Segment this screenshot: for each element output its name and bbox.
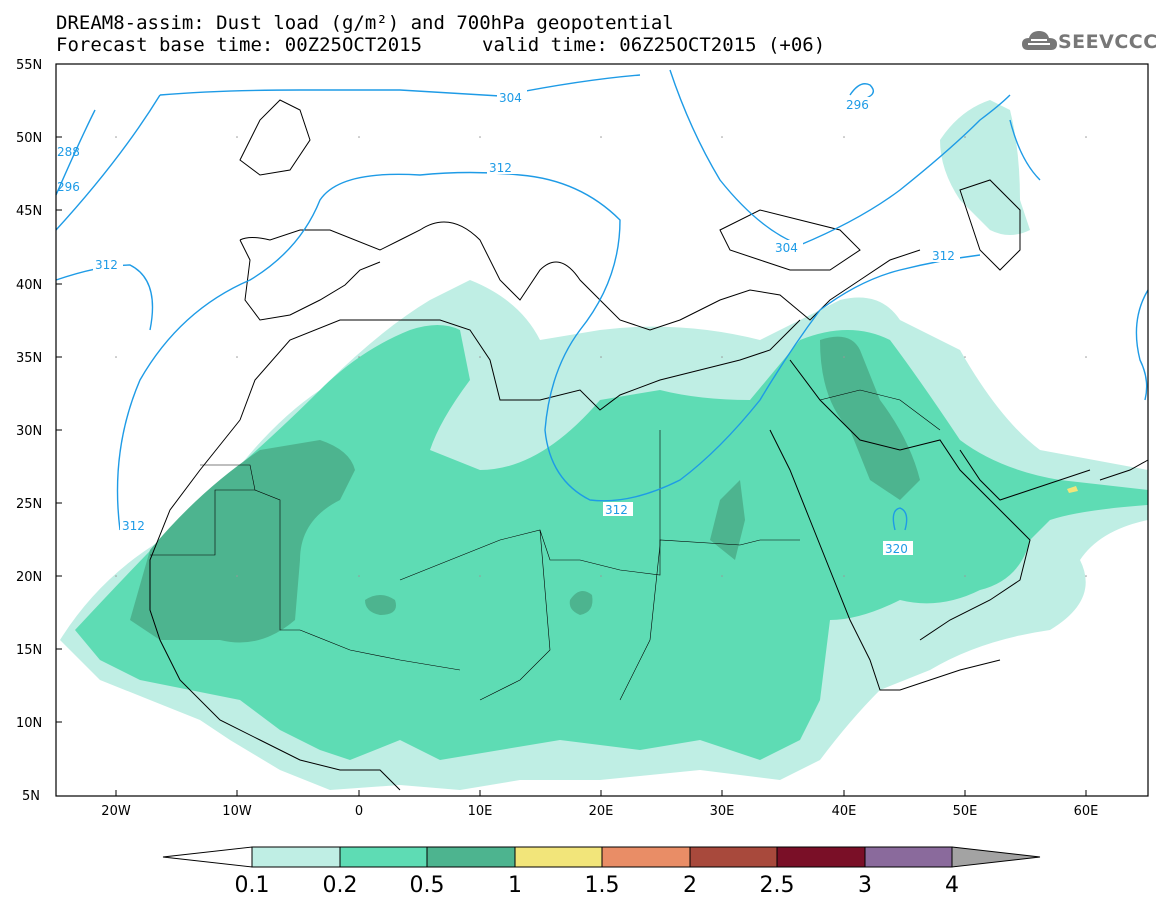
contour-caspian — [1009, 119, 1041, 181]
contour-label: 312 — [605, 503, 628, 517]
contour-labels: 304 312 296 312 304 312 312 312 320 288 … — [57, 90, 960, 556]
lon-label: 10W — [222, 804, 252, 819]
contour-label: 312 — [95, 258, 118, 272]
colorbar-label: 4 — [945, 873, 959, 898]
lon-label: 20E — [589, 804, 614, 819]
lat-label: 50N — [16, 131, 42, 146]
coast-iberia — [239, 239, 381, 321]
contour-label: 312 — [489, 161, 512, 175]
contour-304-east — [669, 69, 1011, 246]
lat-label: 55N — [16, 58, 42, 73]
geopotential-contours — [55, 69, 1149, 531]
lon-label: 20W — [101, 804, 131, 819]
colorbar-swatch — [514, 846, 603, 868]
coast-black-sea — [719, 209, 861, 271]
lon-label: 50E — [953, 804, 978, 819]
lat-label: 10N — [16, 716, 42, 731]
colorbar-low-arrow — [162, 846, 253, 868]
colorbar-label: 0.2 — [323, 873, 358, 898]
colorbar-swatch — [339, 846, 428, 868]
dust-yellow-spot — [1067, 486, 1078, 493]
dust-light-caspian — [940, 100, 1030, 235]
base-time: Forecast base time: 00Z25OCT2015 — [56, 34, 423, 56]
lon-label: 10E — [468, 804, 493, 819]
contour-320 — [892, 507, 908, 531]
lat-label: 35N — [16, 351, 42, 366]
contour-label: 304 — [499, 91, 522, 105]
colorbar-swatch — [601, 846, 691, 868]
lat-label: 25N — [16, 497, 42, 512]
contour-312-west — [55, 264, 154, 331]
contour-label: 288 — [57, 145, 80, 159]
contour-label: 320 — [885, 542, 908, 556]
coast-europe — [239, 221, 921, 331]
contour-label: 304 — [775, 241, 798, 255]
colorbar-swatch — [864, 846, 953, 868]
latitude-axis — [56, 63, 62, 797]
chart-title: DREAM8-assim: Dust load (g/m²) and 700hP… — [56, 12, 674, 34]
contour-label: 312 — [122, 519, 145, 533]
coast-red-sea — [769, 429, 1001, 691]
colorbar-label: 2 — [683, 873, 697, 898]
coastlines — [149, 99, 1149, 791]
lat-label: 15N — [16, 643, 42, 658]
coast-west-africa — [149, 419, 401, 791]
colorbar-swatch — [251, 846, 341, 868]
colorbar-swatch — [426, 846, 516, 868]
borders — [150, 389, 941, 701]
contour-312-europe — [116, 171, 981, 531]
colorbar-label: 1 — [508, 873, 522, 898]
dust-dark-west — [130, 440, 355, 643]
grid-dots — [115, 136, 1087, 577]
colorbar-swatch — [689, 846, 778, 868]
coast-east — [1099, 459, 1149, 481]
cloud-logo-icon — [1022, 31, 1057, 50]
lat-label: 45N — [16, 204, 42, 219]
contour-296-east — [849, 83, 874, 101]
contour-296-west — [55, 94, 161, 231]
coast-persian-gulf — [959, 449, 1091, 501]
contour-label: 296 — [57, 180, 80, 194]
seevccc-logo: SEEVCCC — [1058, 31, 1158, 53]
contour-east-edge — [1135, 289, 1149, 401]
coast-uk — [239, 99, 311, 176]
contour-288-west — [55, 109, 96, 196]
valid-time: valid time: 06Z25OCT2015 (+06) — [482, 34, 826, 56]
colorbar-high-arrow — [951, 846, 1041, 868]
dust-dark-spot1 — [365, 595, 396, 615]
colorbar — [162, 846, 1041, 868]
lon-label: 0 — [355, 804, 363, 819]
contour-label: 312 — [932, 249, 955, 263]
colorbar-swatch — [776, 846, 866, 868]
colorbar-label: 3 — [858, 873, 872, 898]
lat-label: 30N — [16, 424, 42, 439]
longitude-axis — [115, 790, 1087, 796]
dust-dark-spot2 — [569, 591, 593, 615]
lat-label: 20N — [16, 570, 42, 585]
colorbar-label: 0.1 — [235, 873, 270, 898]
dust-dark-arabia — [820, 336, 920, 500]
colorbar-label: 1.5 — [585, 873, 620, 898]
lat-label: 5N — [22, 789, 40, 804]
lon-label: 60E — [1074, 804, 1099, 819]
dust-fields — [60, 100, 1148, 790]
coast-arabia — [789, 359, 1031, 641]
lon-label: 30E — [710, 804, 735, 819]
lon-label: 40E — [832, 804, 857, 819]
contour-label: 296 — [846, 98, 869, 112]
colorbar-label: 0.5 — [410, 873, 445, 898]
lat-label: 40N — [16, 278, 42, 293]
colorbar-label: 2.5 — [760, 873, 795, 898]
coast-caspian — [959, 179, 1021, 271]
dust-dark-egypt — [710, 480, 745, 560]
contour-304-north — [159, 74, 641, 97]
coast-north-africa — [239, 319, 801, 421]
